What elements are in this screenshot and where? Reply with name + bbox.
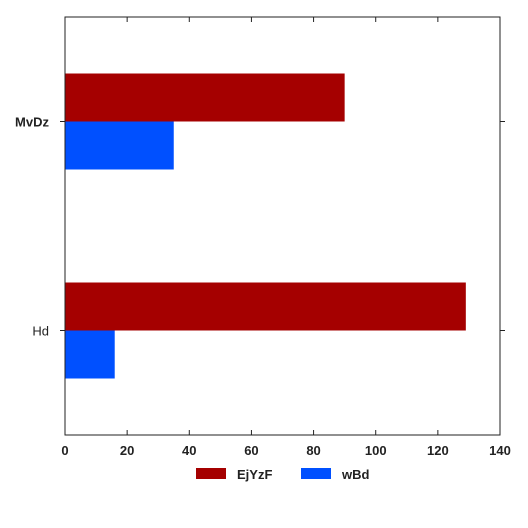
bar-wBd-Hd bbox=[65, 330, 115, 379]
x-tick-label: 140 bbox=[489, 443, 511, 458]
legend-swatch-wBd bbox=[301, 468, 331, 479]
x-tick-label: 100 bbox=[365, 443, 387, 458]
legend-label-EjYzF: EjYzF bbox=[237, 467, 272, 482]
x-tick-label: 60 bbox=[244, 443, 258, 458]
bar-EjYzF-MvDz bbox=[65, 73, 345, 122]
bars-layer bbox=[65, 73, 466, 379]
x-tick-label: 20 bbox=[120, 443, 134, 458]
bar-wBd-MvDz bbox=[65, 121, 174, 170]
x-axis: 0 20 40 60 80 100 120 140 bbox=[61, 17, 511, 458]
y-axis: Hd MvDz bbox=[15, 115, 505, 339]
x-tick-label: 0 bbox=[61, 443, 68, 458]
legend: EjYzF wBd bbox=[196, 467, 370, 482]
x-tick-label: 40 bbox=[182, 443, 196, 458]
y-tick-label: Hd bbox=[32, 324, 49, 339]
plot-frame bbox=[64, 16, 501, 436]
y-tick-label: MvDz bbox=[15, 115, 49, 130]
x-tick-label: 80 bbox=[306, 443, 320, 458]
legend-swatch-EjYzF bbox=[196, 468, 226, 479]
bar-EjYzF-Hd bbox=[65, 282, 466, 331]
x-tick-label: 120 bbox=[427, 443, 449, 458]
legend-label-wBd: wBd bbox=[341, 467, 370, 482]
